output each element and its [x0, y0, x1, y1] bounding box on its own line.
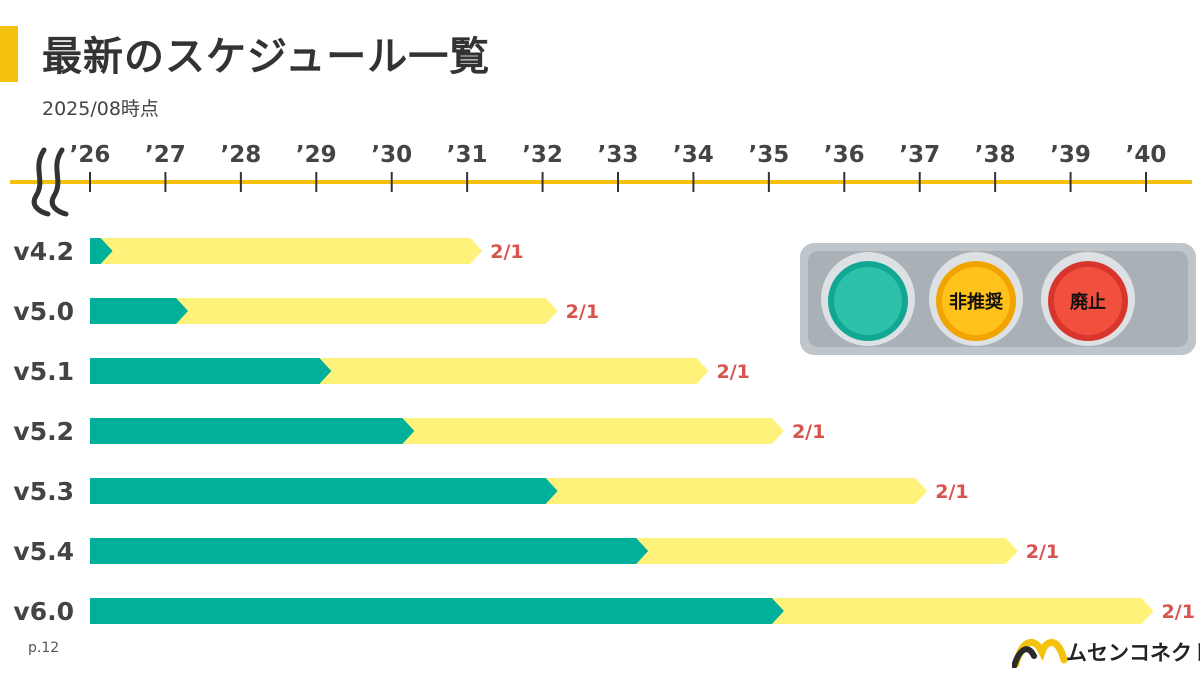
title-accent-bar [0, 26, 18, 82]
version-label: v5.3 [13, 477, 74, 506]
green-lamp [821, 252, 915, 346]
end-date-label: 2/1 [1162, 601, 1195, 623]
bars: v4.2 2/1 v5.0 2/1 v5.1 2/1 v5.2 2/1 v5.3 2/1 v5.4 2… [13, 237, 1195, 626]
deprecated-bar [90, 298, 558, 324]
axis-break-mark [31, 147, 69, 217]
active-bar [90, 298, 189, 324]
version-label: v6.0 [13, 597, 74, 626]
yellow-lamp: 非推奨 [929, 252, 1023, 346]
tick-label: ’38 [975, 142, 1016, 168]
tick-label: ’27 [145, 142, 186, 168]
page-title: 最新のスケジュール一覧 [42, 34, 491, 80]
version-label: v4.2 [13, 237, 74, 266]
tick-label: ’33 [598, 142, 639, 168]
deprecated-label: 非推奨 [949, 291, 1004, 313]
active-bar [90, 598, 784, 624]
tick-label: ’29 [296, 142, 337, 168]
end-date-label: 2/1 [566, 301, 599, 323]
tick-label: ’39 [1050, 142, 1091, 168]
tick-label: ’32 [522, 142, 563, 168]
end-date-label: 2/1 [1026, 541, 1059, 563]
red-lamp: 廃止 [1041, 252, 1135, 346]
active-bar [90, 358, 332, 384]
tick-label: ’30 [371, 142, 412, 168]
timeline-axis: ’26 ’27 ’28 ’29 ’30 ’31 ’32 ’33 ’34 ’35 ’36 ’37 ’38 ’… [10, 142, 1192, 217]
discontinued-label: 廃止 [1070, 291, 1106, 313]
axis-break-stroke [31, 147, 51, 217]
end-date-label: 2/1 [935, 481, 968, 503]
end-date-label: 2/1 [490, 241, 523, 263]
active-bar [90, 238, 113, 264]
deprecated-bar [90, 238, 483, 264]
active-bar [90, 478, 558, 504]
version-label: v5.4 [13, 537, 74, 566]
tick-label: ’40 [1126, 142, 1167, 168]
end-date-label: 2/1 [717, 361, 750, 383]
logo-text: ムセンコネクト [1066, 641, 1200, 665]
version-label: v5.2 [13, 417, 74, 446]
tick-label: ’28 [220, 142, 261, 168]
tick-label: ’34 [673, 142, 714, 168]
page-number: p.12 [28, 640, 60, 656]
end-date-label: 2/1 [792, 421, 825, 443]
active-bar [90, 418, 415, 444]
tick-label: ’35 [748, 142, 789, 168]
traffic-light-icon: 非推奨 廃止 [800, 243, 1196, 355]
tick-label: ’37 [899, 142, 940, 168]
tick-label: ’36 [824, 142, 865, 168]
as-of-date: 2025/08時点 [42, 98, 159, 120]
version-label: v5.0 [13, 297, 74, 326]
tick-label: ’26 [70, 142, 111, 168]
tick-label: ’31 [447, 142, 488, 168]
axis-break-stroke [49, 147, 69, 217]
company-logo [1012, 638, 1068, 668]
active-bar [90, 538, 649, 564]
version-label: v5.1 [13, 357, 74, 386]
